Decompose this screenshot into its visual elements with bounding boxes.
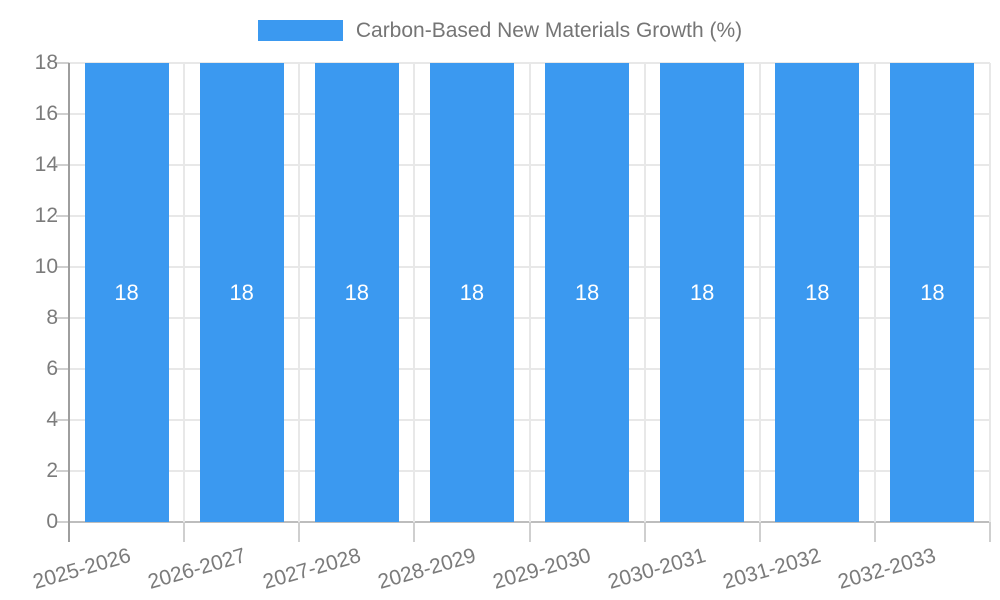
bar[interactable]: 18 — [199, 63, 284, 522]
legend-swatch-icon — [257, 20, 343, 41]
v-gridline — [643, 63, 646, 522]
bar[interactable]: 18 — [84, 63, 169, 522]
y-axis-tick — [56, 215, 69, 217]
x-axis-tick — [528, 522, 531, 542]
y-axis-tick — [56, 317, 69, 319]
v-gridline — [298, 63, 301, 522]
x-axis-tick — [643, 522, 646, 542]
bar[interactable]: 18 — [314, 63, 399, 522]
y-axis-tick-label: 0 — [46, 510, 58, 533]
v-gridline — [989, 63, 991, 522]
y-axis-tick-label: 10 — [34, 255, 58, 278]
y-axis-tick-label: 8 — [46, 306, 58, 329]
legend-label: Carbon-Based New Materials Growth (%) — [355, 19, 743, 42]
x-axis-tick — [183, 522, 186, 542]
v-gridline — [528, 63, 531, 522]
bar[interactable]: 18 — [429, 63, 514, 522]
v-gridline — [873, 63, 876, 522]
y-axis-tick-label: 18 — [34, 51, 58, 74]
y-axis-tick — [56, 419, 69, 421]
y-axis-tick-label: 16 — [34, 102, 58, 125]
bar[interactable]: 18 — [775, 63, 860, 522]
x-axis-tick — [873, 522, 876, 542]
y-axis-tick — [56, 470, 69, 472]
bar-value-label: 18 — [459, 279, 485, 305]
y-axis-tick-label: 2 — [46, 459, 58, 482]
bar[interactable]: 18 — [660, 63, 745, 522]
bar[interactable]: 18 — [890, 63, 975, 522]
x-axis-tick — [989, 522, 991, 542]
v-gridline — [413, 63, 416, 522]
y-axis-tick — [56, 368, 69, 370]
legend-item[interactable]: Carbon-Based New Materials Growth (%) — [0, 17, 1000, 44]
y-axis-tick — [56, 521, 69, 523]
v-gridline — [758, 63, 761, 522]
y-axis-tick — [56, 164, 69, 166]
y-axis-line — [68, 63, 70, 542]
y-axis-tick-label: 6 — [46, 357, 58, 380]
x-axis-tick — [413, 522, 416, 542]
y-axis-tick — [56, 266, 69, 268]
bar-value-label: 18 — [805, 279, 830, 305]
bar-value-label: 18 — [920, 279, 945, 305]
x-axis-tick — [298, 522, 301, 542]
plot-area: 0 2 4 6 8 10 12 14 16 18 18 18 18 18 18 18 18 18 2025-2026… — [30, 51, 991, 594]
y-axis-tick — [56, 62, 69, 64]
v-gridline — [183, 63, 186, 522]
y-axis-tick-label: 4 — [46, 408, 58, 431]
bar-value-label: 18 — [229, 279, 254, 305]
bar-value-label: 18 — [344, 279, 370, 305]
y-axis-tick — [56, 113, 69, 115]
y-axis-tick-label: 12 — [34, 204, 58, 227]
bar-value-label: 18 — [114, 279, 139, 305]
y-axis-tick-label: 14 — [34, 153, 58, 176]
bar-value-label: 18 — [574, 279, 600, 305]
bar[interactable]: 18 — [545, 63, 630, 522]
bar-value-label: 18 — [689, 279, 715, 305]
x-axis-tick — [758, 522, 761, 542]
